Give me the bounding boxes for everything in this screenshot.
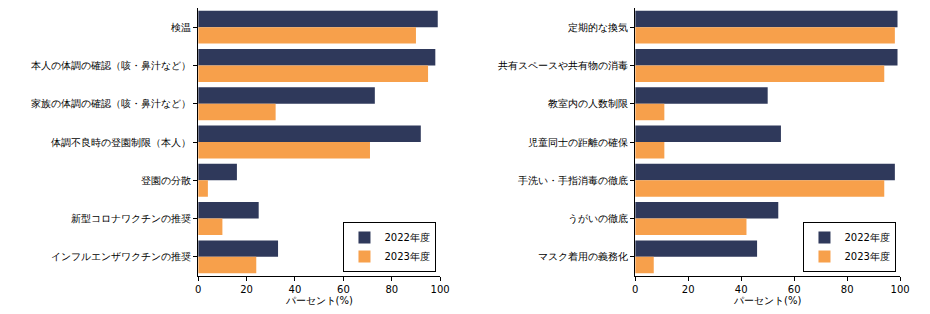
svg-text:100: 100 — [431, 284, 450, 295]
svg-text:0: 0 — [195, 284, 201, 295]
svg-text:60: 60 — [788, 284, 801, 295]
svg-text:検温: 検温 — [171, 22, 191, 33]
svg-text:0: 0 — [632, 284, 638, 295]
svg-text:手洗い・手指消毒の徹底: 手洗い・手指消毒の徹底 — [518, 175, 628, 186]
svg-text:40: 40 — [735, 284, 748, 295]
svg-text:新型コロナワクチンの推奨: 新型コロナワクチンの推奨 — [71, 213, 191, 224]
svg-text:本人の体調の確認（咳・鼻汁など）: 本人の体調の確認（咳・鼻汁など） — [31, 60, 191, 71]
svg-text:2022年度: 2022年度 — [844, 232, 889, 243]
svg-text:インフルエンザワクチンの推奨: インフルエンザワクチンの推奨 — [51, 251, 191, 262]
svg-text:家族の体調の確認（咳・鼻汁など）: 家族の体調の確認（咳・鼻汁など） — [31, 98, 191, 109]
svg-text:2022年度: 2022年度 — [384, 232, 429, 243]
svg-text:教室内の人数制限: 教室内の人数制限 — [548, 98, 628, 109]
svg-text:体調不良時の登園制限（本人）: 体調不良時の登園制限（本人） — [51, 137, 191, 148]
svg-text:定期的な換気: 定期的な換気 — [568, 22, 628, 33]
svg-text:2023年度: 2023年度 — [844, 251, 889, 262]
svg-text:登園の分散: 登園の分散 — [141, 175, 191, 186]
svg-text:20: 20 — [682, 284, 695, 295]
svg-text:児童同士の距離の確保: 児童同士の距離の確保 — [528, 137, 628, 148]
svg-text:共有スペースや共有物の消毒: 共有スペースや共有物の消毒 — [498, 60, 628, 71]
svg-text:パーセント(%): パーセント(%) — [285, 295, 353, 306]
svg-text:マスク着用の義務化: マスク着用の義務化 — [538, 251, 628, 262]
svg-text:80: 80 — [385, 284, 398, 295]
svg-text:100: 100 — [891, 284, 910, 295]
svg-text:パーセント(%): パーセント(%) — [733, 295, 801, 306]
svg-text:40: 40 — [289, 284, 302, 295]
svg-text:2023年度: 2023年度 — [384, 251, 429, 262]
svg-text:うがいの徹底: うがいの徹底 — [568, 213, 628, 224]
svg-text:20: 20 — [240, 284, 253, 295]
svg-text:60: 60 — [337, 284, 350, 295]
svg-text:80: 80 — [841, 284, 854, 295]
